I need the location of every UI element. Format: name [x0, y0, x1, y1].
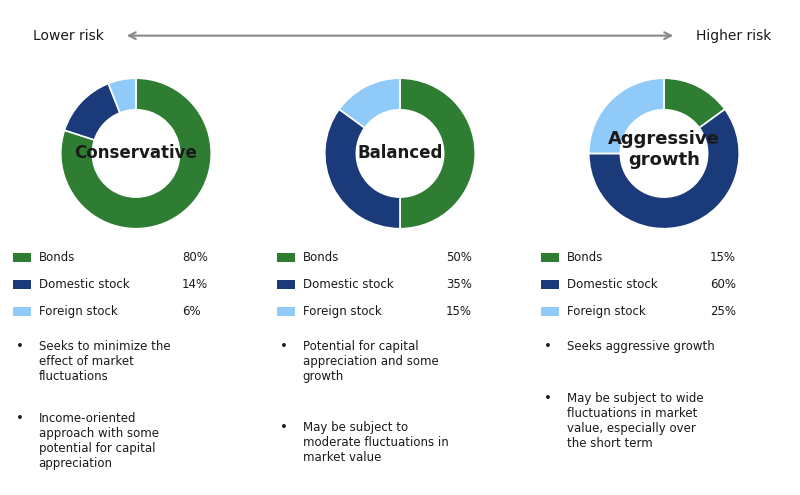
Wedge shape — [589, 78, 664, 153]
Text: Domestic stock: Domestic stock — [566, 278, 658, 291]
Text: Bonds: Bonds — [38, 251, 75, 264]
Text: •: • — [544, 340, 551, 353]
Text: 60%: 60% — [710, 278, 736, 291]
Text: Aggressive
growth: Aggressive growth — [608, 130, 720, 169]
Bar — [541, 280, 559, 289]
Text: 15%: 15% — [446, 305, 472, 318]
Text: Lower risk: Lower risk — [33, 29, 104, 43]
Bar — [541, 307, 559, 316]
Text: 50%: 50% — [446, 251, 472, 264]
Text: 15%: 15% — [710, 251, 736, 264]
Text: Seeks aggressive growth: Seeks aggressive growth — [566, 340, 714, 353]
Bar — [541, 253, 559, 262]
Text: Potential for capital
appreciation and some
growth: Potential for capital appreciation and s… — [302, 340, 438, 383]
Text: Foreign stock: Foreign stock — [302, 305, 382, 318]
Wedge shape — [339, 78, 400, 128]
Text: Foreign stock: Foreign stock — [38, 305, 118, 318]
Text: May be subject to
moderate fluctuations in
market value: May be subject to moderate fluctuations … — [302, 421, 449, 464]
Text: Seeks to minimize the
effect of market
fluctuations: Seeks to minimize the effect of market f… — [38, 340, 170, 383]
Text: Foreign stock: Foreign stock — [566, 305, 646, 318]
Bar — [13, 280, 31, 289]
Text: 35%: 35% — [446, 278, 472, 291]
Bar — [277, 307, 295, 316]
Text: Bonds: Bonds — [566, 251, 603, 264]
Wedge shape — [65, 84, 120, 140]
Text: •: • — [16, 412, 23, 425]
Text: •: • — [544, 392, 551, 405]
Wedge shape — [589, 109, 739, 229]
Wedge shape — [400, 78, 475, 229]
Wedge shape — [325, 109, 400, 229]
Wedge shape — [61, 78, 211, 229]
Text: Income-oriented
approach with some
potential for capital
appreciation: Income-oriented approach with some poten… — [38, 412, 158, 470]
Wedge shape — [664, 78, 725, 128]
Text: 80%: 80% — [182, 251, 208, 264]
Text: Bonds: Bonds — [302, 251, 339, 264]
Bar — [277, 253, 295, 262]
Text: Balanced: Balanced — [358, 145, 442, 162]
Text: 14%: 14% — [182, 278, 208, 291]
Wedge shape — [108, 78, 136, 113]
Bar — [13, 307, 31, 316]
Bar — [13, 253, 31, 262]
Text: Domestic stock: Domestic stock — [38, 278, 130, 291]
Text: 6%: 6% — [182, 305, 201, 318]
Text: Conservative: Conservative — [74, 145, 198, 162]
Text: 25%: 25% — [710, 305, 736, 318]
Text: Domestic stock: Domestic stock — [302, 278, 394, 291]
Text: Higher risk: Higher risk — [696, 29, 771, 43]
Text: May be subject to wide
fluctuations in market
value, especially over
the short t: May be subject to wide fluctuations in m… — [566, 392, 703, 450]
Text: •: • — [280, 340, 287, 353]
Text: •: • — [16, 340, 23, 353]
Text: •: • — [280, 421, 287, 435]
Bar — [277, 280, 295, 289]
